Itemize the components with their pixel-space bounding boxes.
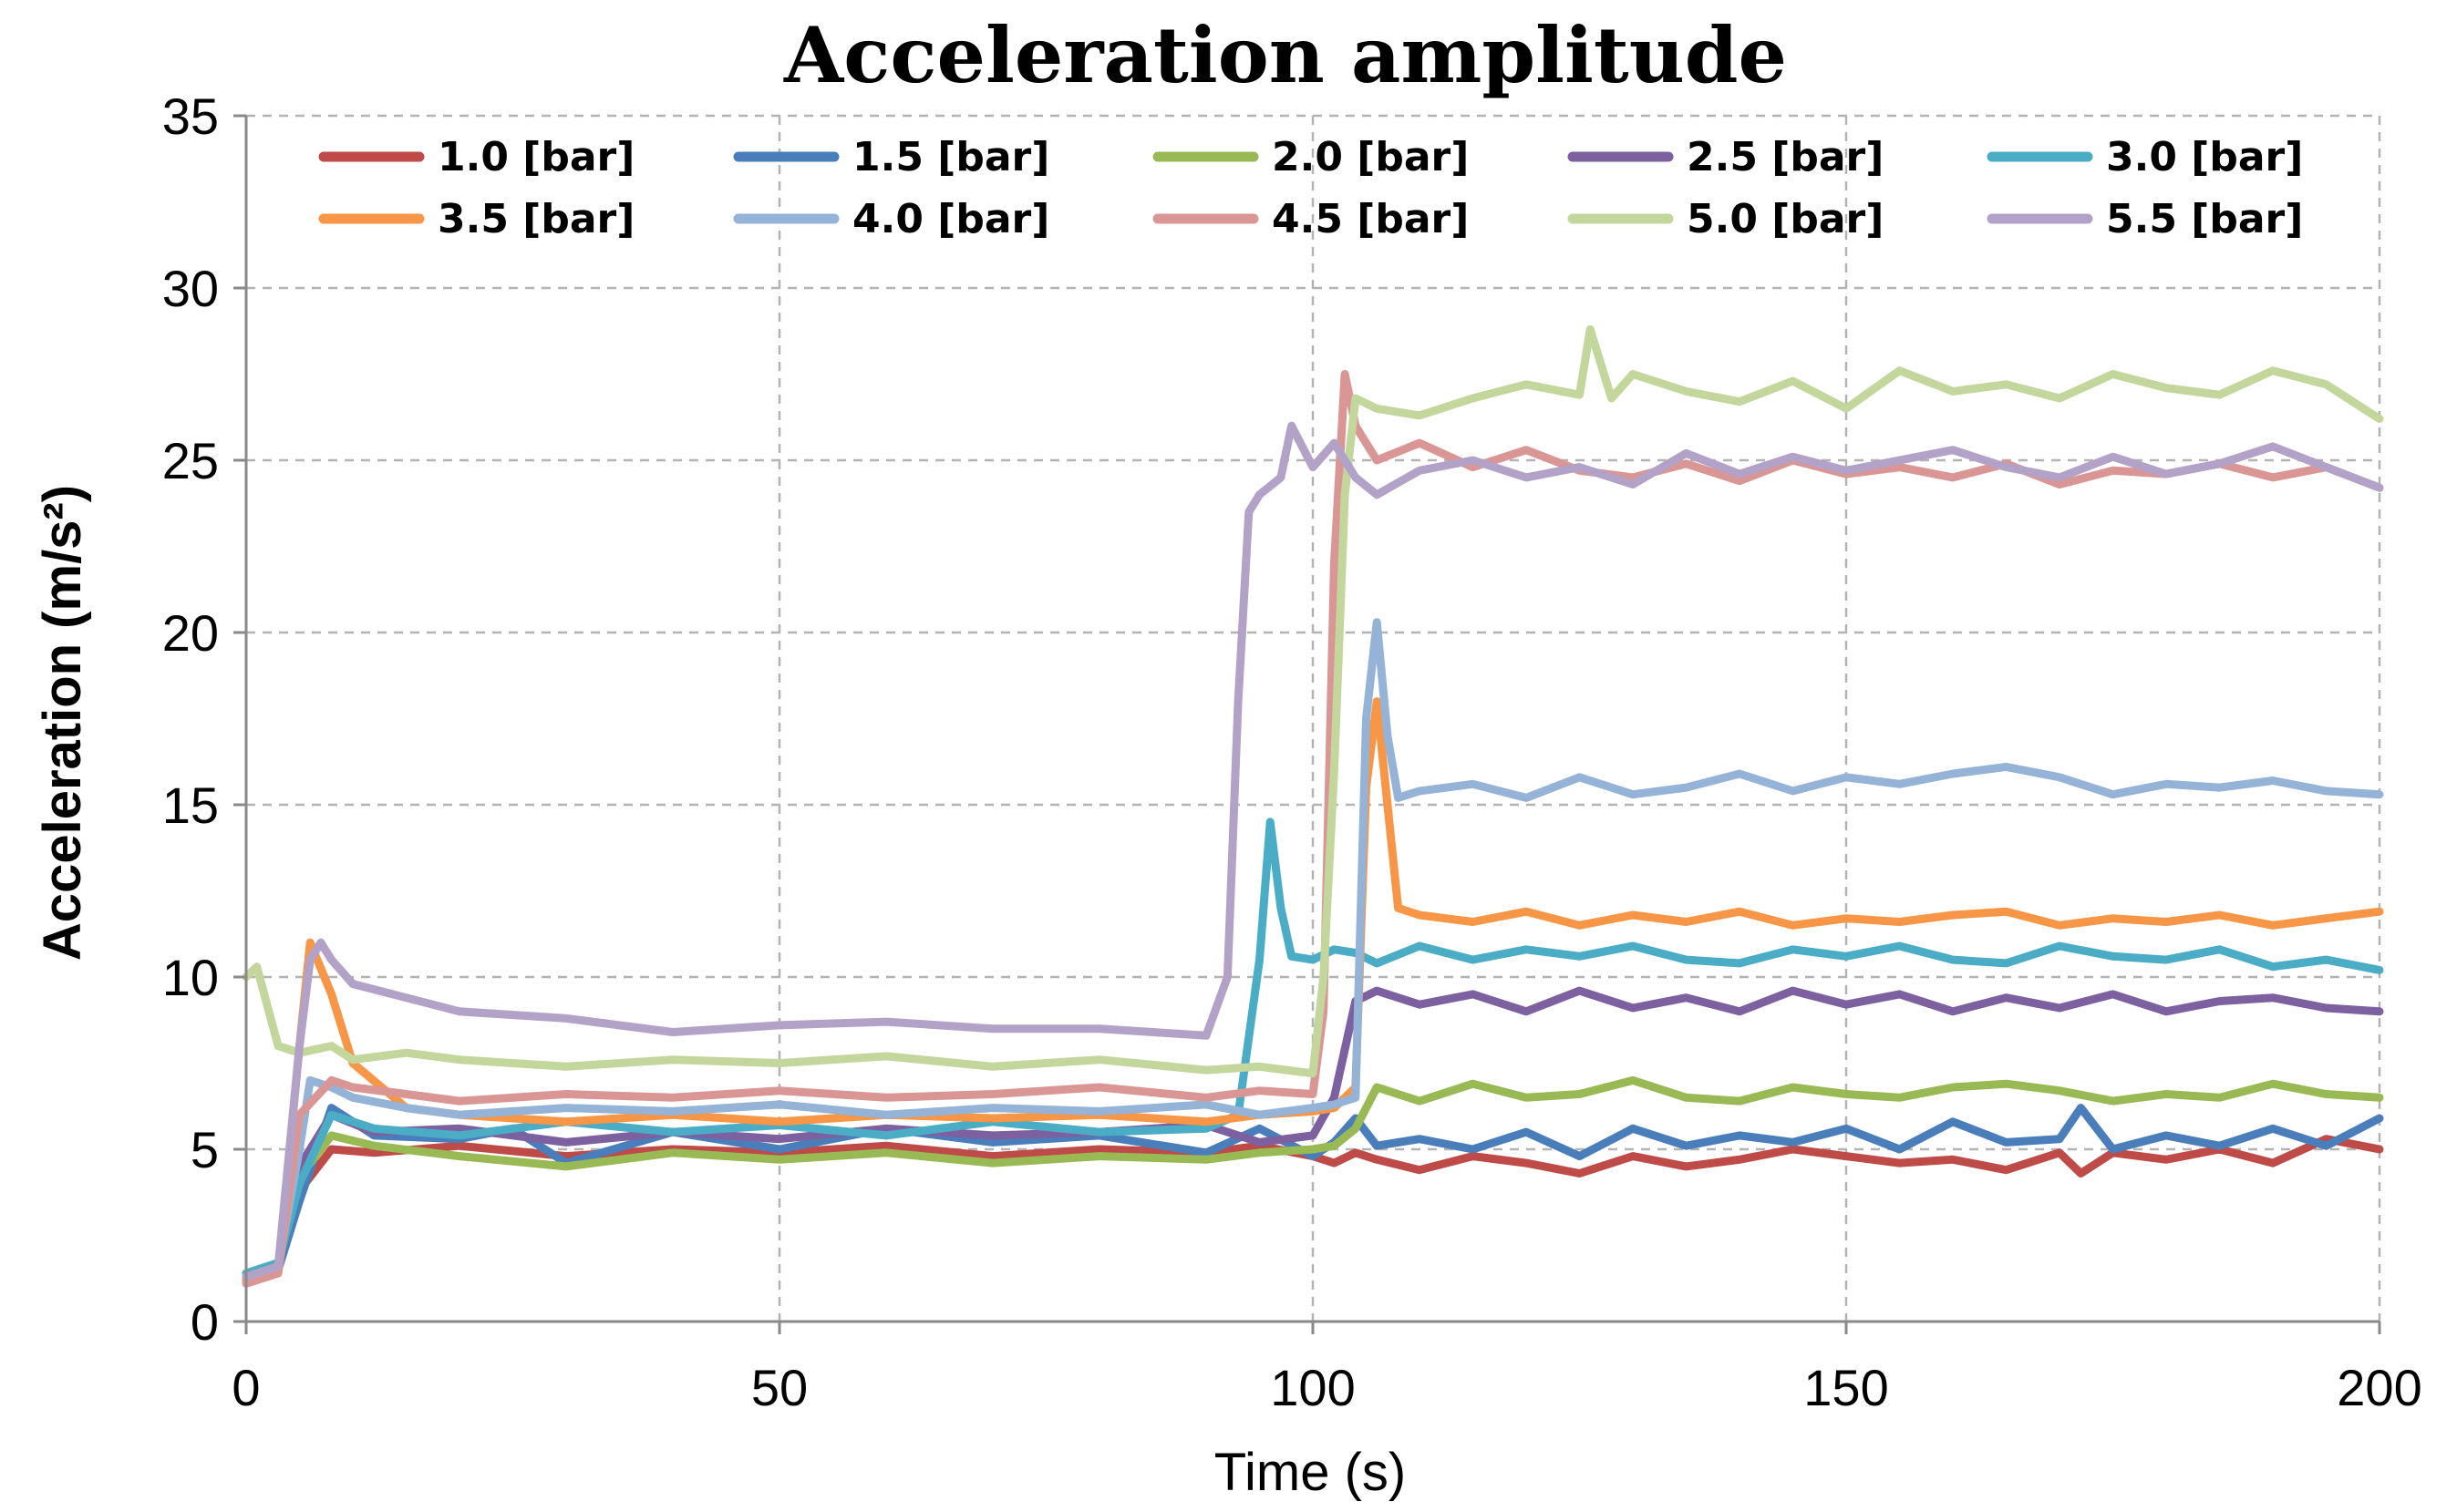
legend-item: 4.5 [bar]	[1152, 196, 1469, 242]
x-tick-label: 0	[232, 1359, 260, 1416]
legend-label: 2.0 [bar]	[1272, 134, 1469, 180]
series-line-2.5	[242, 986, 2384, 1285]
legend-label: 5.5 [bar]	[2106, 196, 2303, 242]
series-line-4.0	[242, 618, 2384, 1281]
legend-label: 1.5 [bar]	[852, 134, 1049, 180]
legend-item: 3.0 [bar]	[1987, 134, 2303, 180]
legend-item: 1.5 [bar]	[733, 134, 1049, 180]
series-line-2.0	[242, 1075, 2384, 1278]
legend-label: 5.0 [bar]	[1687, 196, 1884, 242]
y-tick-label: 15	[162, 777, 219, 834]
x-tick-label: 100	[1270, 1359, 1355, 1416]
series-line-5.5	[242, 421, 2384, 1281]
legend-label: 3.0 [bar]	[2106, 134, 2303, 180]
legend-item: 4.0 [bar]	[733, 196, 1049, 242]
legend-item: 5.0 [bar]	[1567, 196, 1884, 242]
legend-item: 5.5 [bar]	[1987, 196, 2303, 242]
series-line-5.0	[242, 324, 2384, 1078]
y-axis-label: Acceleration (m/s²)	[33, 485, 92, 961]
legend-label: 1.0 [bar]	[438, 134, 635, 180]
y-tick-label: 35	[162, 87, 219, 145]
legend-label: 2.5 [bar]	[1687, 134, 1884, 180]
legend-item: 2.5 [bar]	[1567, 134, 1884, 180]
x-axis-label: Time (s)	[1214, 1443, 1406, 1502]
y-ticks: 0 5 10 15 20 25 30 35	[162, 87, 246, 1351]
chart-title: Acceleration amplitude	[783, 10, 1787, 100]
y-tick-label: 10	[162, 949, 219, 1006]
legend-item: 3.5 [bar]	[318, 196, 635, 242]
x-tick-label: 200	[2337, 1359, 2421, 1416]
legend-label: 4.5 [bar]	[1272, 196, 1469, 242]
legend: 1.0 [bar] 1.5 [bar] 2.0 [bar] 2.5 [bar] 3.0 …	[318, 134, 2303, 242]
y-tick-label: 30	[162, 260, 219, 317]
legend-label: 3.5 [bar]	[438, 196, 635, 242]
series-layer	[242, 324, 2384, 1288]
y-tick-label: 0	[191, 1293, 219, 1351]
legend-label: 4.0 [bar]	[852, 196, 1049, 242]
y-tick-label: 20	[162, 604, 219, 662]
x-tick-label: 150	[1803, 1359, 1888, 1416]
legend-item: 1.0 [bar]	[318, 134, 635, 180]
x-tick-label: 50	[751, 1359, 808, 1416]
x-ticks: 0 50 100 150 200	[232, 1322, 2422, 1416]
y-tick-label: 25	[162, 432, 219, 489]
legend-item: 2.0 [bar]	[1152, 134, 1469, 180]
y-tick-label: 5	[191, 1121, 219, 1178]
